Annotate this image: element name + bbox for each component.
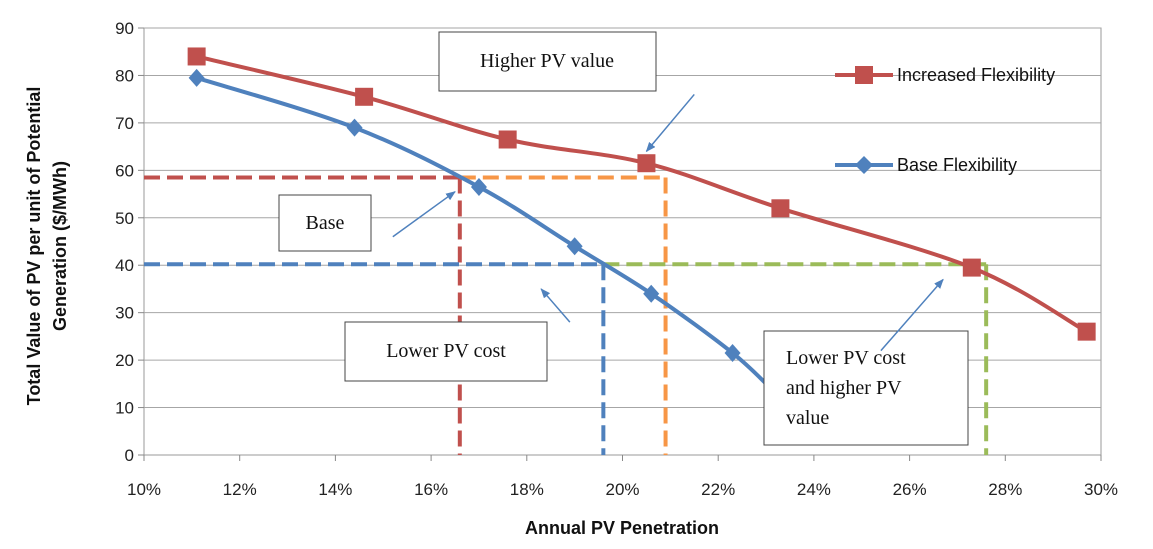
data-point [187,47,206,66]
data-point [346,118,363,137]
x-tick-label: 20% [605,480,639,499]
callout-box [763,330,969,446]
callout-arrow [645,93,695,153]
x-tick-label: 22% [701,480,735,499]
callout-arrow [392,191,456,238]
x-tick-label: 28% [988,480,1022,499]
y-tick-label: 80 [115,66,134,85]
callout-text: Lower PV cost [786,347,906,369]
y-tick-label: 70 [115,114,134,133]
callout-text: Higher PV value [480,50,614,72]
series-line [196,75,777,395]
callout-text: Lower PV cost [386,340,506,362]
legend-label: Increased Flexibility [897,65,1055,85]
y-axis-ticks: 0 10 20 30 40 50 60 70 80 90 [115,19,144,465]
data-point [188,68,205,87]
y-tick-label: 10 [115,399,134,418]
y-axis-title-line2: Generation ($/MWh) [50,161,70,331]
x-tick-label: 26% [893,480,927,499]
callout-lower-cost-higher-value: Lower PV cost and higher PV value [763,330,969,446]
y-tick-label: 90 [115,19,134,38]
y-tick-label: 60 [115,161,134,180]
data-point [498,130,517,149]
legend-item-increased-flexibility: Increased Flexibility [835,65,1055,85]
y-tick-label: 50 [115,209,134,228]
callout-arrow [540,288,571,323]
callout-arrows [392,93,944,352]
data-point [771,199,790,218]
data-point [643,284,660,303]
x-tick-label: 30% [1084,480,1118,499]
y-axis-title-line1: Total Value of PV per unit of Potential [24,87,44,406]
x-tick-label: 14% [318,480,352,499]
callout-box [344,321,548,382]
x-tick-label: 10% [127,480,161,499]
legend-diamond-marker [855,156,873,174]
x-axis-title: Annual PV Penetration [525,518,719,538]
legend-label: Base Flexibility [897,155,1017,175]
legend: Increased Flexibility Base Flexibility [835,65,1055,175]
callout-arrow [880,278,944,352]
y-tick-label: 30 [115,304,134,323]
x-axis-ticks: 10% 12% 14% 16% 18% 20% 22% 24% 26% 28% 30% [127,455,1118,499]
data-point [962,258,981,277]
reference-lines [144,175,989,455]
callout-box [278,194,372,252]
callout-text: value [786,407,829,429]
callout-higher-pv-value: Higher PV value [438,31,657,92]
x-tick-label: 16% [414,480,448,499]
callout-box [438,31,657,92]
series-lines [187,47,1096,403]
x-tick-label: 24% [797,480,831,499]
data-point [637,154,656,173]
callout-lower-pv-cost: Lower PV cost [344,321,548,382]
data-point [566,237,583,256]
data-point [724,343,741,362]
callout-base: Base [278,194,372,252]
callout-text: and higher PV [786,377,902,399]
callout-text: Base [306,212,345,234]
y-tick-label: 40 [115,256,134,275]
legend-square-marker [855,66,873,84]
x-tick-label: 18% [510,480,544,499]
data-point [355,87,374,106]
y-tick-label: 0 [125,446,134,465]
x-tick-label: 12% [223,480,257,499]
data-point [1077,322,1096,341]
y-tick-label: 20 [115,351,134,370]
legend-item-base-flexibility: Base Flexibility [835,155,1017,175]
data-point [470,177,487,196]
